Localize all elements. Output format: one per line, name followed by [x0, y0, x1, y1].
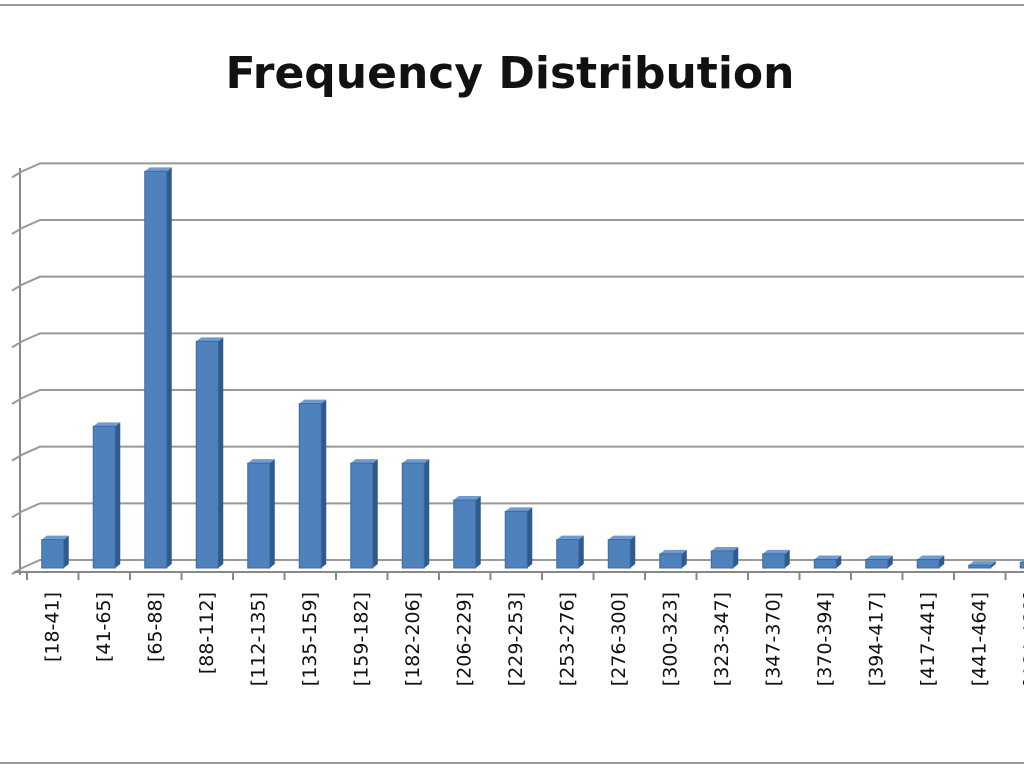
bar-side — [887, 555, 893, 568]
grid-line — [11, 502, 1024, 519]
bar-side — [115, 422, 121, 568]
bar-side — [166, 167, 172, 569]
bar-top — [711, 547, 739, 551]
x-tick-label: [347-370] — [762, 592, 784, 686]
x-tick-label: [276-300] — [608, 592, 630, 686]
bar-top — [41, 535, 69, 540]
bar-top — [968, 561, 996, 566]
bar — [401, 462, 425, 569]
x-tick-label: [41-65] — [93, 592, 115, 662]
bar-top — [93, 422, 121, 427]
grid-line — [11, 219, 1024, 235]
bar — [350, 462, 374, 569]
bar-top — [247, 459, 275, 464]
bar — [813, 559, 837, 569]
bar-top — [453, 496, 481, 500]
bar-top — [505, 507, 533, 512]
bar-top — [608, 535, 636, 540]
x-tick-label: [464-488] — [1020, 592, 1024, 686]
bar-side — [939, 555, 945, 568]
bar-side — [784, 549, 790, 568]
bar — [916, 559, 940, 569]
bar-side — [372, 459, 378, 568]
bar — [298, 403, 322, 569]
bar-top — [196, 337, 224, 342]
grid-line — [11, 389, 1024, 405]
bar — [968, 564, 992, 569]
bar-top — [1020, 559, 1024, 563]
x-tick-label: [394-417] — [865, 592, 887, 686]
x-tick-label: [370-394] — [814, 592, 836, 686]
bar-side — [836, 555, 842, 568]
x-tick-label: [135-159] — [299, 592, 321, 686]
x-tick-label: [88-112] — [196, 592, 218, 674]
x-tick-label: [300-323] — [659, 592, 681, 686]
x-tick-label: [206-229] — [453, 592, 475, 686]
bar-side — [681, 549, 687, 568]
bar — [762, 553, 786, 569]
x-tick-label: [182-206] — [402, 592, 424, 686]
bar — [92, 425, 116, 569]
bar-top — [144, 167, 172, 172]
bar-top — [350, 459, 378, 464]
bar-side — [63, 535, 69, 568]
x-tick-label: [417-441] — [917, 592, 939, 686]
bar-top — [814, 555, 842, 560]
bar — [41, 539, 65, 569]
bar-top — [556, 535, 584, 540]
grid-line — [11, 445, 1024, 462]
x-tick-label: [65-88] — [144, 592, 166, 662]
bar-top — [917, 555, 945, 560]
bar-side — [630, 535, 636, 568]
bar — [453, 499, 477, 569]
bar-side — [218, 337, 224, 568]
x-tick-label: [112-135] — [247, 592, 269, 686]
x-tick-label: [229-253] — [505, 592, 527, 686]
bar-side — [269, 459, 275, 568]
bar-side — [527, 507, 533, 568]
bar — [195, 340, 219, 569]
bar — [865, 559, 889, 569]
bar-top — [402, 459, 430, 464]
x-tick-label: [159-182] — [350, 592, 372, 686]
x-tick-label: [18-41] — [41, 592, 63, 662]
bar-top — [865, 555, 893, 560]
bar — [607, 539, 631, 569]
grid-line — [11, 275, 1024, 292]
bar-top — [299, 399, 327, 404]
bar — [144, 170, 168, 569]
bar — [247, 462, 271, 569]
bar-top — [762, 549, 790, 554]
x-tick-label: [441-464] — [968, 592, 990, 686]
x-tick-label: [253-276] — [556, 592, 578, 686]
bar-side — [475, 496, 481, 568]
bar-side — [424, 459, 430, 568]
bar — [710, 550, 734, 569]
bar-side — [733, 547, 739, 568]
bar-top — [659, 549, 687, 554]
bar — [1019, 561, 1024, 569]
bar-side — [990, 561, 996, 568]
grid-line — [11, 332, 1024, 349]
bar — [556, 539, 580, 569]
bar — [504, 510, 528, 569]
x-tick-label: [323-347] — [711, 592, 733, 686]
bar-side — [321, 399, 327, 568]
bar — [659, 553, 683, 569]
bar-side — [578, 535, 584, 568]
chart-title: Frequency Distribution — [226, 48, 795, 99]
grid-line — [11, 162, 1024, 179]
